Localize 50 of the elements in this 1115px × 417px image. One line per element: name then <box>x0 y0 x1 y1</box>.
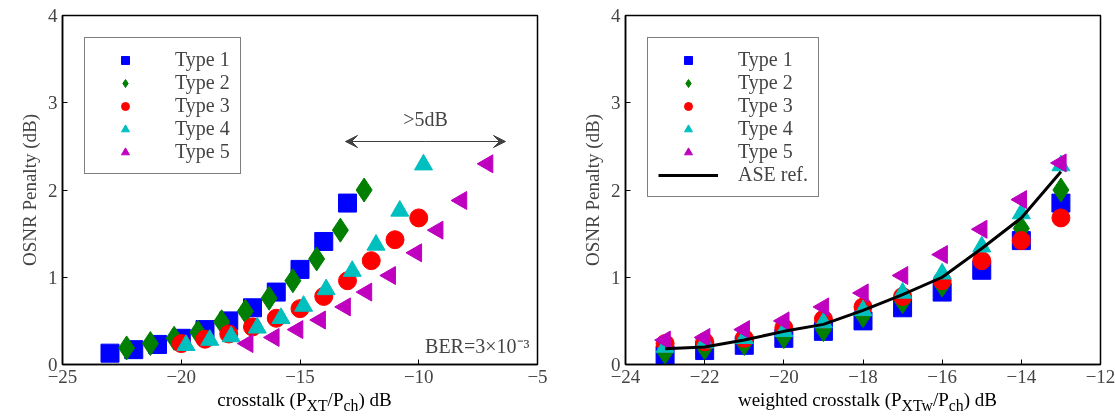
y-tick-label: 4 <box>48 5 58 26</box>
point <box>100 343 120 363</box>
legend-label: Type 5 <box>738 140 793 163</box>
point <box>450 190 468 210</box>
legend-label: Type 3 <box>738 94 793 117</box>
x-tick-label: −20 <box>166 365 197 387</box>
x-tick-label: −10 <box>403 365 434 387</box>
y-axis-title: OSNR Penalty (dB) <box>582 114 604 266</box>
x-tick-label: −16 <box>927 365 958 387</box>
legend-label: Type 2 <box>738 71 793 94</box>
point <box>334 297 351 317</box>
y-tick-label: 3 <box>48 92 58 114</box>
x-tick-label: −22 <box>689 365 720 387</box>
x-tick-label: −18 <box>848 365 878 387</box>
point <box>409 208 429 228</box>
legend-label: Type 1 <box>738 48 793 71</box>
point <box>405 243 423 263</box>
point <box>385 230 405 250</box>
x-tick-label: −14 <box>1006 365 1037 387</box>
legend-label: Type 3 <box>175 94 230 117</box>
annotation: BER=3×10⁻³ <box>425 334 530 357</box>
legend-label: ASE ref. <box>738 163 808 186</box>
point <box>338 193 357 213</box>
legend-label: Type 4 <box>738 117 793 140</box>
point <box>426 220 444 240</box>
y-tick-label: 1 <box>48 266 58 288</box>
x-axis-title: crosstalk (P$_{XT}$/P$_{ch}$) dB <box>217 389 392 415</box>
legend-label: Type 1 <box>175 48 230 71</box>
y-tick-label: 2 <box>611 179 621 201</box>
x-tick-label: −5 <box>527 365 548 387</box>
annotation: >5dB <box>403 107 448 130</box>
point <box>361 251 381 271</box>
y-tick-label: 2 <box>48 179 58 201</box>
y-tick-label: 3 <box>611 92 621 114</box>
point <box>476 154 494 174</box>
y-tick-label: 4 <box>611 5 621 26</box>
x-axis-title: weighted crosstalk (P$_{XTw}$/P$_{ch}$) dB <box>737 389 998 415</box>
point <box>1051 208 1071 228</box>
y-tick-label: 1 <box>611 266 621 288</box>
legend-label: Type 4 <box>175 117 230 140</box>
legend-label: Type 2 <box>175 71 230 94</box>
point <box>314 231 334 251</box>
point <box>355 282 373 302</box>
x-tick-label: −20 <box>768 365 799 387</box>
x-tick-label: −12 <box>1085 365 1115 387</box>
y-axis-title: OSNR Penalty (dB) <box>19 114 41 266</box>
point <box>972 251 992 271</box>
point <box>379 266 396 286</box>
legend-label: Type 5 <box>175 140 230 163</box>
x-tick-label: −15 <box>285 365 315 387</box>
